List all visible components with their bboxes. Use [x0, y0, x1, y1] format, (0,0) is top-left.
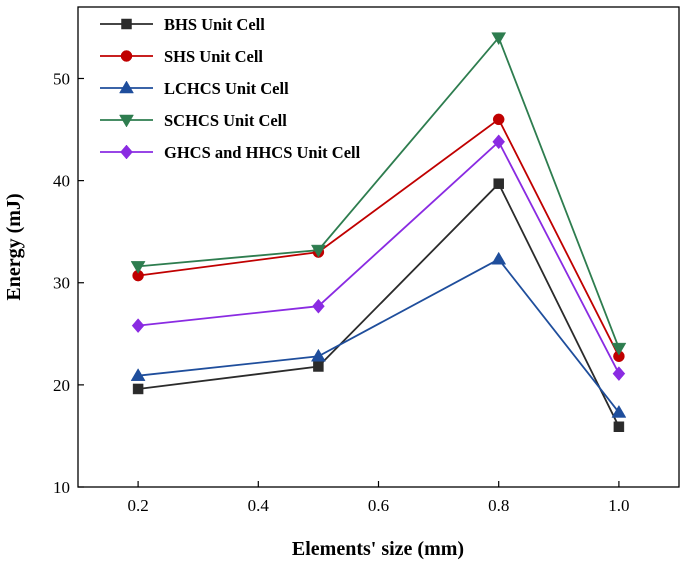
legend-label: BHS Unit Cell — [164, 15, 265, 34]
x-tick-label: 0.2 — [127, 496, 148, 515]
series-line — [138, 140, 620, 375]
y-tick-label: 30 — [53, 274, 70, 293]
legend-label: SCHCS Unit Cell — [164, 111, 287, 130]
y-tick-label: 20 — [53, 376, 70, 395]
legend-marker — [121, 18, 132, 30]
data-point — [611, 342, 627, 356]
data-point — [310, 244, 326, 258]
x-tick-label: 0.6 — [368, 496, 389, 515]
x-tick-label: 0.4 — [248, 496, 270, 515]
legend-entry: LCHCS Unit Cell — [100, 79, 289, 98]
data-point — [612, 366, 626, 382]
legend-label: SHS Unit Cell — [164, 47, 263, 66]
y-tick-label: 40 — [53, 172, 70, 191]
legend-entry: SHS Unit Cell — [100, 47, 263, 66]
x-tick-label: 0.8 — [488, 496, 509, 515]
data-point — [491, 32, 507, 46]
legend-entry: SCHCS Unit Cell — [100, 111, 287, 130]
data-point — [132, 383, 144, 395]
series-line — [138, 258, 620, 413]
x-axis-ticks: 0.2 0.4 0.6 0.8 1.0 — [127, 481, 630, 515]
y-axis-ticks: 10 20 30 40 50 — [53, 69, 84, 497]
series-layer — [130, 32, 627, 432]
legend-marker — [119, 80, 134, 94]
y-tick-label: 10 — [53, 478, 70, 497]
series-4 — [131, 134, 626, 382]
data-point — [492, 113, 505, 126]
series-3 — [130, 32, 627, 356]
data-point — [611, 404, 627, 418]
series-1 — [132, 113, 625, 363]
series-line — [137, 182, 620, 428]
data-point — [130, 368, 146, 381]
y-tick-label: 50 — [53, 69, 70, 88]
legend: BHS Unit Cell SHS Unit Cell LCHCS Unit Cel… — [100, 15, 361, 162]
series-0 — [132, 178, 625, 432]
legend-marker — [120, 50, 133, 62]
x-axis-title: Elements' size (mm) — [292, 538, 464, 560]
data-point — [312, 298, 325, 314]
series-line — [137, 117, 620, 357]
legend-entry: GHCS and HHCS Unit Cell — [100, 143, 361, 162]
legend-label: GHCS and HHCS Unit Cell — [164, 143, 361, 162]
y-axis-title: Energy (mJ) — [3, 193, 25, 300]
data-point — [492, 134, 506, 150]
data-point — [313, 361, 324, 372]
series-line — [138, 35, 620, 349]
legend-label: LCHCS Unit Cell — [164, 79, 289, 98]
data-point — [310, 348, 326, 362]
legend-marker — [119, 114, 134, 128]
data-point — [613, 421, 625, 432]
legend-entry: BHS Unit Cell — [100, 15, 265, 34]
data-point — [491, 251, 507, 265]
data-point — [130, 261, 146, 274]
data-point — [493, 178, 504, 189]
legend-marker — [120, 144, 133, 160]
series-2 — [130, 251, 627, 418]
data-point — [131, 318, 145, 334]
x-tick-label: 1.0 — [608, 496, 629, 515]
